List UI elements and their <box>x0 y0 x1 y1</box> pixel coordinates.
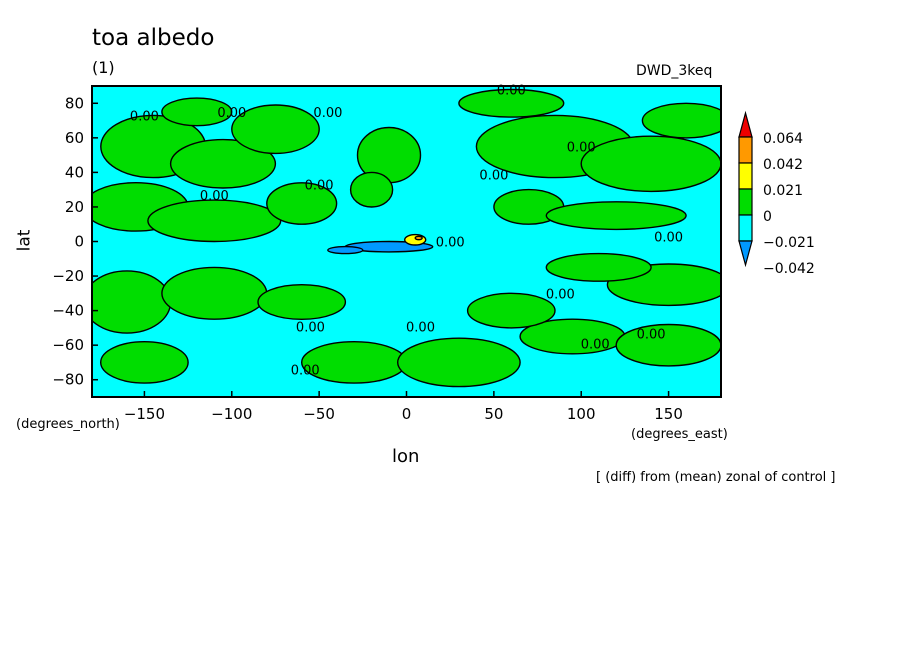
contour-label: 0.00 <box>497 84 526 99</box>
x-tick-label: −150 <box>124 405 165 423</box>
x-tick-label: 150 <box>654 405 683 423</box>
field-region <box>231 104 320 155</box>
colorbar-segment <box>738 214 753 242</box>
field-region <box>458 88 565 118</box>
field-region <box>349 171 394 208</box>
field-region <box>327 245 364 255</box>
x-tick-label: 50 <box>484 405 503 423</box>
field-region <box>169 138 277 189</box>
colorbar-label: 0.042 <box>763 157 803 173</box>
contour-label: 0.00 <box>436 236 465 251</box>
field-region <box>99 340 189 384</box>
chart-subtitle: (1) <box>92 58 115 77</box>
colorbar-arrow-top <box>738 110 753 138</box>
x-axis-label: lon <box>392 446 420 467</box>
contour-label: 0.00 <box>130 110 159 125</box>
field-region <box>545 201 687 231</box>
y-tick-label: −40 <box>52 302 84 320</box>
field-region <box>396 337 521 388</box>
field-region <box>147 199 282 243</box>
field-region <box>404 233 427 246</box>
y-axis-label: lat <box>14 229 35 252</box>
y-tick-label: −80 <box>52 371 84 389</box>
field-region <box>257 284 347 321</box>
colorbar-label: 0.064 <box>763 131 803 147</box>
field-region <box>92 270 172 334</box>
footnote: [ (diff) from (mean) zonal of control ] <box>596 470 836 485</box>
x-axis-units: (degrees_east) <box>631 427 728 442</box>
contour-label: 0.00 <box>479 168 508 183</box>
field-region <box>466 292 556 329</box>
x-tick-label: −50 <box>303 405 335 423</box>
contour-label: 0.00 <box>406 320 435 335</box>
field-region <box>414 235 423 241</box>
contour-label: 0.00 <box>546 288 575 303</box>
field-region <box>161 97 233 127</box>
colorbar-label: −0.021 <box>763 235 815 251</box>
model-name: DWD_3keq <box>636 63 713 79</box>
chart-title: toa albedo <box>92 25 215 51</box>
contour-label: 0.00 <box>313 106 342 121</box>
contour-label: 0.00 <box>200 189 229 204</box>
field-region <box>161 266 268 320</box>
contour-label: 0.00 <box>654 231 683 246</box>
field-region <box>545 252 652 282</box>
contour-label: 0.00 <box>291 364 320 379</box>
y-tick-label: 0 <box>74 233 84 251</box>
field-region <box>580 135 721 193</box>
colorbar-label: 0 <box>763 209 772 225</box>
contour-label: 0.00 <box>567 141 596 156</box>
contour-label: 0.00 <box>637 327 666 342</box>
colorbar-arrow-bottom <box>738 240 753 268</box>
x-tick-label: −100 <box>211 405 252 423</box>
y-tick-label: 60 <box>65 129 84 147</box>
y-tick-label: −60 <box>52 336 84 354</box>
y-tick-label: −20 <box>52 267 84 285</box>
x-tick-label: 0 <box>402 405 412 423</box>
contour-label: 0.00 <box>305 179 334 194</box>
colorbar-segment <box>738 188 753 216</box>
colorbar: 0.064 0.042 0.021 0 −0.021 −0.042 <box>738 110 815 277</box>
colorbar-segment <box>738 162 753 190</box>
y-axis-units: (degrees_north) <box>16 417 120 432</box>
y-tick-label: 20 <box>65 198 84 216</box>
contour-label: 0.00 <box>581 338 610 353</box>
x-tick-label: 100 <box>567 405 596 423</box>
colorbar-label: 0.021 <box>763 183 803 199</box>
contour-labels: 0.00 0.00 0.00 0.00 0.00 0.00 0.00 0.00 0.00 0.00… <box>130 84 683 379</box>
y-axis: 80 60 40 20 0 −20 −40 −60 −80 <box>52 94 98 389</box>
colorbar-label: −0.042 <box>763 261 815 277</box>
field-region <box>615 323 721 367</box>
x-axis: −150 −100 −50 0 50 100 150 <box>124 391 683 423</box>
heatmap-field <box>92 86 721 397</box>
y-tick-label: 80 <box>65 94 84 112</box>
field-region <box>641 102 721 139</box>
contour-label: 0.00 <box>296 320 325 335</box>
field-region <box>266 182 338 225</box>
y-tick-label: 40 <box>65 163 84 181</box>
contour-label: 0.00 <box>217 106 246 121</box>
colorbar-segment <box>738 136 753 164</box>
